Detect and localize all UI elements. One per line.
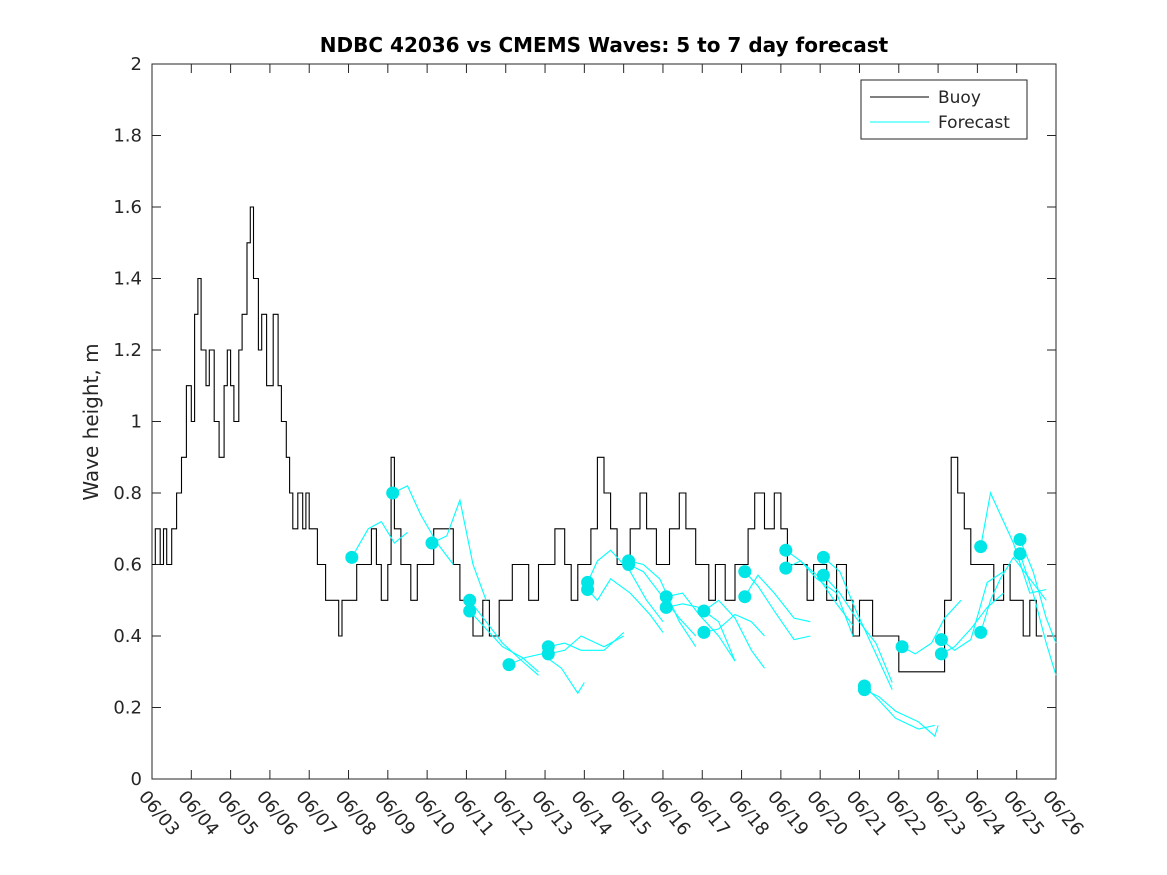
forecast-start-marker bbox=[974, 540, 988, 554]
forecast-line bbox=[823, 556, 893, 690]
forecast-line bbox=[864, 685, 935, 730]
forecast-start-marker bbox=[581, 583, 595, 596]
forecast-start-marker bbox=[974, 625, 988, 639]
y-tick-label: 1.4 bbox=[113, 269, 142, 290]
forecast-start-marker bbox=[738, 590, 752, 604]
forecast-start-marker bbox=[697, 625, 711, 639]
forecast-start-marker bbox=[659, 590, 673, 604]
y-tick-label: 0 bbox=[131, 769, 142, 790]
chart-title: NDBC 42036 vs CMEMS Waves: 5 to 7 day fo… bbox=[320, 33, 889, 57]
forecast-start-marker bbox=[659, 600, 673, 614]
forecast-start-marker bbox=[857, 683, 871, 697]
forecast-start-marker bbox=[345, 550, 359, 564]
y-tick-label: 0.8 bbox=[113, 483, 142, 504]
forecast-line bbox=[548, 631, 625, 651]
forecast-line bbox=[822, 574, 893, 683]
forecast-line bbox=[431, 498, 487, 601]
y-tick-label: 1 bbox=[131, 412, 142, 433]
forecast-start-marker bbox=[541, 647, 555, 661]
forecast-series bbox=[345, 485, 1057, 738]
forecast-start-marker bbox=[622, 558, 636, 571]
forecast-line bbox=[703, 613, 765, 637]
forecast-start-marker bbox=[934, 647, 948, 661]
forecast-start-marker bbox=[895, 640, 909, 654]
axes-box bbox=[151, 63, 1057, 780]
forecast-line bbox=[587, 549, 664, 623]
forecast-line bbox=[785, 560, 854, 637]
forecast-line bbox=[703, 599, 765, 669]
forecast-line bbox=[941, 571, 1004, 651]
forecast-line bbox=[1019, 539, 1057, 644]
forecast-line bbox=[469, 599, 539, 676]
forecast-start-marker bbox=[502, 658, 516, 672]
forecast-line bbox=[508, 653, 585, 695]
forecast-start-marker bbox=[816, 550, 830, 564]
forecast-line bbox=[628, 560, 697, 648]
plot-area bbox=[151, 63, 1057, 780]
forecast-line bbox=[628, 564, 697, 637]
forecast-line bbox=[469, 610, 539, 673]
y-axis-label: Wave height, m bbox=[79, 343, 103, 500]
forecast-start-marker bbox=[779, 543, 793, 557]
y-tick-label: 0.6 bbox=[113, 555, 142, 576]
forecast-line bbox=[864, 689, 939, 738]
y-tick-label: 1.2 bbox=[113, 340, 142, 361]
y-tick-label: 2 bbox=[131, 54, 142, 75]
forecast-line bbox=[392, 485, 454, 565]
forecast-line bbox=[744, 571, 811, 641]
forecast-start-marker bbox=[934, 633, 948, 647]
legend-label-buoy: Buoy bbox=[938, 88, 981, 108]
y-tick-label: 1.6 bbox=[113, 197, 142, 218]
y-tick-label: 0.4 bbox=[113, 626, 142, 647]
forecast-line bbox=[941, 592, 1004, 655]
forecast-line bbox=[351, 520, 408, 558]
forecast-start-marker bbox=[1013, 533, 1027, 546]
legend-label-forecast: Forecast bbox=[938, 113, 1010, 133]
forecast-start-marker bbox=[386, 486, 400, 500]
legend: Buoy Forecast bbox=[860, 79, 1028, 140]
forecast-start-marker bbox=[697, 604, 711, 618]
legend-box bbox=[860, 79, 1028, 140]
forecast-start-marker bbox=[816, 568, 830, 582]
forecast-line bbox=[548, 635, 624, 655]
forecast-start-marker bbox=[463, 593, 477, 607]
y-tick-label: 0.2 bbox=[113, 698, 142, 719]
forecast-start-marker bbox=[738, 565, 752, 579]
forecast-start-marker bbox=[1013, 547, 1027, 561]
forecast-line bbox=[744, 574, 811, 623]
forecast-line bbox=[980, 556, 1047, 633]
forecast-start-marker bbox=[779, 561, 793, 575]
forecast-line bbox=[587, 578, 664, 633]
forecast-start-marker bbox=[425, 536, 439, 550]
y-tick-label: 1.8 bbox=[113, 126, 142, 147]
forecast-line bbox=[901, 599, 962, 655]
forecast-line bbox=[1019, 553, 1057, 676]
forecast-start-marker bbox=[463, 604, 477, 618]
